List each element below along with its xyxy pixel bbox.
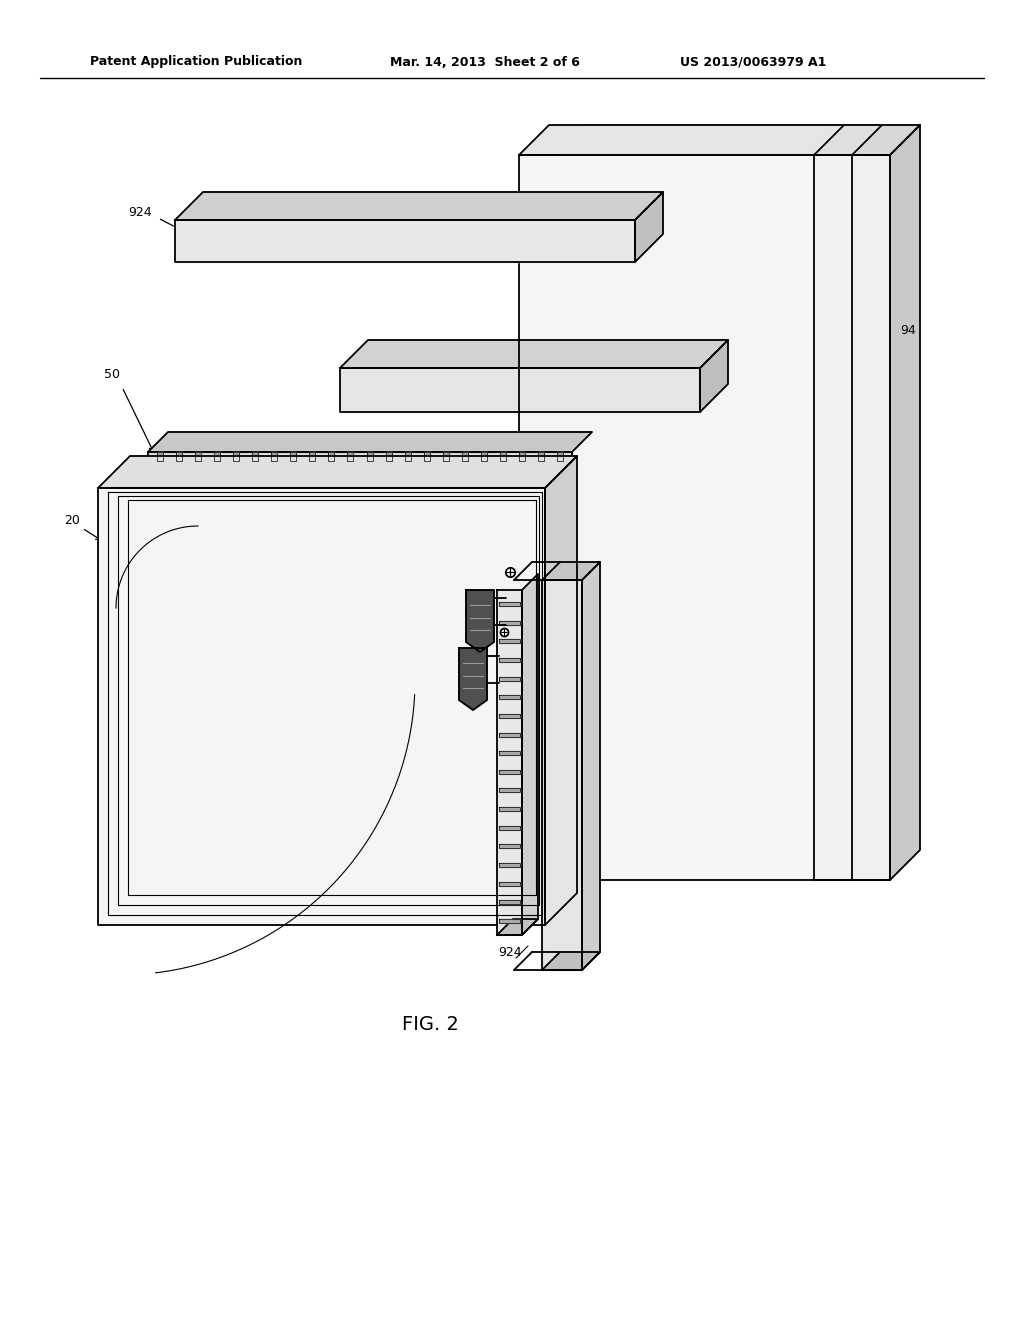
Text: 522: 522 <box>544 623 568 636</box>
Polygon shape <box>499 845 520 849</box>
Polygon shape <box>557 154 852 880</box>
Text: 922: 922 <box>451 342 474 355</box>
Polygon shape <box>545 455 577 925</box>
Polygon shape <box>499 696 520 700</box>
Text: 60: 60 <box>540 602 556 615</box>
Polygon shape <box>459 648 487 710</box>
Polygon shape <box>148 451 572 477</box>
Text: 922: 922 <box>588 829 611 842</box>
Text: 30: 30 <box>264 546 280 560</box>
Polygon shape <box>522 574 538 935</box>
Polygon shape <box>386 451 391 461</box>
Polygon shape <box>462 451 468 461</box>
Polygon shape <box>497 919 538 935</box>
Polygon shape <box>499 900 520 904</box>
Text: 50: 50 <box>104 368 120 381</box>
Text: 92: 92 <box>617 849 633 862</box>
Polygon shape <box>542 562 600 579</box>
Text: 56: 56 <box>449 664 464 676</box>
Polygon shape <box>499 807 520 810</box>
Polygon shape <box>499 751 520 755</box>
Polygon shape <box>499 714 520 718</box>
Text: 56: 56 <box>517 611 532 624</box>
Text: 92: 92 <box>260 197 275 210</box>
Polygon shape <box>424 451 430 461</box>
Text: 524: 524 <box>460 871 484 884</box>
Polygon shape <box>499 770 520 774</box>
Polygon shape <box>519 125 844 154</box>
Polygon shape <box>499 788 520 792</box>
Text: 924: 924 <box>542 399 566 412</box>
Polygon shape <box>499 863 520 867</box>
Polygon shape <box>499 639 520 643</box>
Polygon shape <box>500 451 506 461</box>
Polygon shape <box>499 826 520 830</box>
Polygon shape <box>347 451 353 461</box>
Text: 54: 54 <box>430 832 445 845</box>
Text: 526: 526 <box>463 912 486 924</box>
Polygon shape <box>557 125 882 154</box>
Polygon shape <box>291 451 296 461</box>
Polygon shape <box>890 125 920 880</box>
Text: 22: 22 <box>200 503 216 516</box>
Polygon shape <box>499 919 520 923</box>
Polygon shape <box>538 451 544 461</box>
Text: FIG. 2: FIG. 2 <box>401 1015 459 1035</box>
Polygon shape <box>442 451 449 461</box>
Text: 24: 24 <box>392 748 408 762</box>
Text: 20: 20 <box>65 513 80 527</box>
Polygon shape <box>196 451 201 461</box>
Polygon shape <box>367 451 373 461</box>
Text: 26: 26 <box>244 527 260 540</box>
Polygon shape <box>98 455 577 488</box>
Text: 28: 28 <box>96 711 112 725</box>
Polygon shape <box>635 191 663 261</box>
Polygon shape <box>595 125 920 154</box>
Polygon shape <box>252 451 258 461</box>
Polygon shape <box>519 154 814 880</box>
Polygon shape <box>497 590 522 935</box>
Text: 58: 58 <box>550 645 566 659</box>
Polygon shape <box>499 657 520 661</box>
Polygon shape <box>233 451 240 461</box>
Text: 40: 40 <box>96 755 112 768</box>
Polygon shape <box>176 451 182 461</box>
Polygon shape <box>214 451 220 461</box>
Text: US 2013/0063979 A1: US 2013/0063979 A1 <box>680 55 826 69</box>
Polygon shape <box>499 733 520 737</box>
Polygon shape <box>148 432 592 451</box>
Polygon shape <box>700 341 728 412</box>
Polygon shape <box>542 952 600 970</box>
Text: 10: 10 <box>722 139 738 152</box>
Polygon shape <box>499 882 520 886</box>
Polygon shape <box>542 579 582 970</box>
Text: 94: 94 <box>900 323 915 337</box>
Polygon shape <box>499 677 520 681</box>
Polygon shape <box>519 451 525 461</box>
Polygon shape <box>466 590 494 652</box>
Polygon shape <box>340 368 700 412</box>
Text: 924: 924 <box>588 705 611 718</box>
Polygon shape <box>404 451 411 461</box>
Polygon shape <box>271 451 278 461</box>
Polygon shape <box>329 451 335 461</box>
Text: Patent Application Publication: Patent Application Publication <box>90 55 302 69</box>
Polygon shape <box>481 451 486 461</box>
Text: 52: 52 <box>530 693 546 706</box>
Polygon shape <box>309 451 315 461</box>
Polygon shape <box>595 154 890 880</box>
Polygon shape <box>340 341 728 368</box>
Text: 924: 924 <box>128 206 152 219</box>
Polygon shape <box>582 562 600 970</box>
Polygon shape <box>499 620 520 624</box>
Polygon shape <box>157 451 163 461</box>
Text: 924: 924 <box>499 945 522 958</box>
Text: Mar. 14, 2013  Sheet 2 of 6: Mar. 14, 2013 Sheet 2 of 6 <box>390 55 580 69</box>
Text: 22: 22 <box>366 855 381 869</box>
Polygon shape <box>98 488 545 925</box>
Polygon shape <box>557 451 563 461</box>
Polygon shape <box>175 220 635 261</box>
Polygon shape <box>175 191 663 220</box>
Polygon shape <box>499 602 520 606</box>
